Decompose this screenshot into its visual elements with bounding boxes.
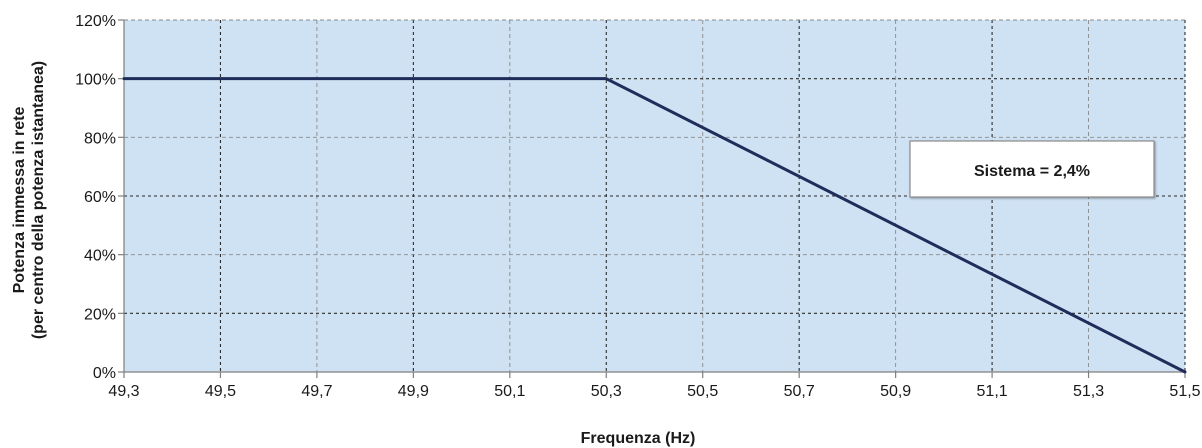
x-tick-label: 51,1 (977, 383, 1008, 400)
series (122, 77, 1187, 374)
y-axis-title-line2: (per centro della potenza istantanea) (30, 61, 47, 339)
x-tick-label: 49,5 (205, 383, 236, 400)
x-tick-label: 49,3 (108, 383, 139, 400)
series-line (122, 77, 1187, 374)
y-tick-label: 0% (93, 365, 116, 382)
annotation-box: Sistema = 2,4% (909, 140, 1155, 198)
x-tick-label: 50,3 (591, 383, 622, 400)
y-axis-title: Potenza immessa in rete (per centro dell… (11, 61, 47, 339)
y-tick-label: 20% (84, 306, 116, 323)
y-tick-labels: 0% 20% 40% 60% 80% 100% 120% (75, 13, 116, 382)
y-tick-label: 60% (84, 189, 116, 206)
x-tick-labels: 49,3 49,5 49,7 49,9 50,1 50,3 50,5 50,7 50,9 51,1… (108, 383, 1200, 400)
x-tick-label: 51,5 (1169, 383, 1200, 400)
y-axis-title-line1: Potenza immessa in rete (11, 107, 28, 294)
x-tick-label: 50,7 (784, 383, 815, 400)
y-tick-label: 80% (84, 130, 116, 147)
x-tick-label: 50,9 (880, 383, 911, 400)
x-tick-label: 50,1 (494, 383, 525, 400)
y-tick-label: 120% (75, 13, 116, 30)
x-tick-label: 49,9 (398, 383, 429, 400)
x-tick-label: 51,3 (1073, 383, 1104, 400)
y-tick-label: 100% (75, 72, 116, 89)
annotation-rect (909, 140, 1155, 198)
x-tick-label: 50,5 (687, 383, 718, 400)
annotation-text: Sistema = 2,4% (974, 163, 1090, 180)
y-tick-label: 40% (84, 248, 116, 265)
x-axis-title: Frequenza (Hz) (581, 430, 696, 447)
grid (124, 19, 1186, 372)
x-tick-label: 49,7 (301, 383, 332, 400)
